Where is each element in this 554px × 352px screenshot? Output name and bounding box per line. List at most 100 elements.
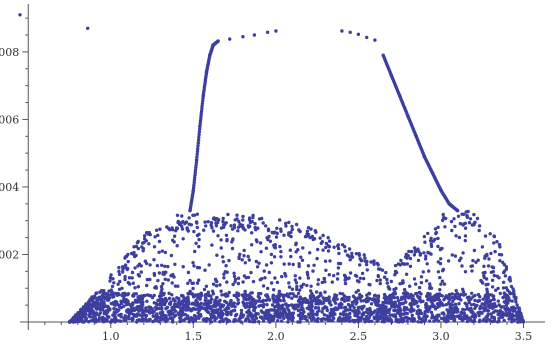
scatter-point (213, 303, 217, 308)
scatter-point (222, 272, 226, 276)
scatter-point (146, 318, 150, 323)
scatter-point (263, 316, 268, 320)
scatter-point (306, 232, 311, 237)
scatter-point (316, 306, 321, 310)
scatter-point (510, 299, 514, 303)
scatter-point (178, 316, 182, 320)
scatter-point (465, 295, 470, 300)
scatter-point (314, 306, 318, 310)
scatter-point (224, 292, 228, 296)
scatter-point (251, 313, 255, 317)
scatter-point (300, 258, 305, 262)
scatter-point (136, 297, 140, 302)
scatter-point (93, 294, 97, 298)
scatter-point (297, 228, 301, 232)
scatter-point (433, 227, 438, 231)
scatter-point (194, 165, 198, 170)
scatter-point (275, 313, 279, 317)
scatter-point (193, 176, 197, 180)
scatter-point (281, 307, 285, 311)
scatter-point (297, 262, 301, 266)
scatter-point (80, 317, 84, 321)
scatter-point (122, 304, 126, 308)
scatter-point (306, 273, 310, 277)
scatter-point (339, 301, 343, 306)
scatter-point (214, 284, 219, 288)
scatter-point (201, 96, 205, 101)
scatter-point (123, 263, 128, 267)
scatter-point (305, 283, 309, 288)
scatter-point (166, 264, 170, 269)
scatter-point (441, 218, 445, 222)
scatter-point (226, 305, 230, 309)
scatter-point (365, 314, 369, 319)
scatter-point (327, 273, 331, 277)
y-tick-label: 0.004 (0, 181, 19, 194)
scatter-point (508, 291, 512, 296)
scatter-point (434, 294, 439, 299)
y-tick-label: 0.008 (0, 46, 19, 59)
scatter-point (309, 227, 313, 231)
scatter-point (286, 320, 290, 324)
scatter-point (487, 303, 491, 307)
scatter-point (189, 309, 193, 313)
scatter-point (501, 286, 506, 290)
scatter-point (183, 304, 187, 308)
scatter-point (291, 292, 295, 296)
scatter-point (294, 294, 299, 299)
scatter-point (195, 225, 199, 230)
scatter-point (273, 243, 277, 247)
scatter-point (510, 313, 514, 317)
scatter-point (139, 270, 143, 274)
scatter-point (88, 297, 92, 301)
scatter-point (310, 304, 314, 308)
scatter-point (512, 295, 516, 299)
scatter-point (492, 234, 496, 238)
scatter-point (425, 314, 429, 318)
scatter-point (460, 264, 464, 268)
scatter-point (316, 298, 320, 303)
scatter-point (241, 280, 245, 284)
scatter-point (147, 242, 151, 246)
scatter-point (247, 216, 252, 220)
scatter-point (326, 249, 331, 253)
scatter-point (157, 271, 162, 275)
points-layer (18, 13, 526, 324)
scatter-point (225, 318, 230, 322)
scatter-point (243, 289, 247, 294)
scatter-point (375, 261, 380, 266)
scatter-point (444, 303, 448, 307)
scatter-point (490, 305, 494, 310)
scatter-point (144, 306, 148, 310)
scatter-point (254, 259, 258, 264)
scatter-point (442, 312, 446, 316)
scatter-point (332, 316, 336, 320)
scatter-point (504, 286, 508, 290)
scatter-point (209, 320, 214, 324)
scatter-point (320, 310, 324, 314)
scatter-point (112, 300, 117, 305)
scatter-point (504, 303, 509, 307)
scatter-point (225, 280, 229, 284)
scatter-point (348, 258, 352, 262)
scatter-point (318, 291, 322, 296)
scatter-point (106, 307, 111, 311)
scatter-point (148, 277, 152, 282)
scatter-point (224, 233, 229, 237)
scatter-point (417, 308, 421, 312)
scatter-point (324, 241, 329, 246)
scatter-point (381, 316, 386, 320)
scatter-point (489, 270, 494, 274)
scatter-point (209, 297, 214, 301)
scatter-point (235, 217, 239, 221)
scatter-point (476, 311, 480, 315)
scatter-point (467, 298, 471, 302)
scatter-point (161, 282, 165, 286)
scatter-point (160, 306, 164, 310)
scatter-point (197, 278, 201, 282)
scatter-point (402, 296, 406, 300)
scatter-point (498, 310, 502, 315)
scatter-point (463, 226, 468, 230)
scatter-point (448, 305, 452, 309)
scatter-point (332, 311, 336, 315)
